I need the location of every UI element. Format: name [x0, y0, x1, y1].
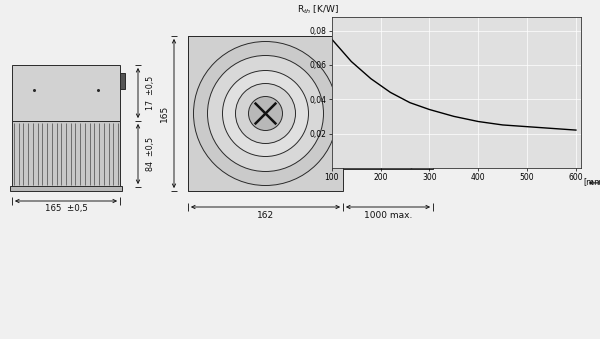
- Text: 84  ±0,5: 84 ±0,5: [146, 137, 155, 171]
- Bar: [381, 58, 433, 169]
- Bar: [12, 65, 120, 121]
- Text: R$_{th}$ [K/W]: R$_{th}$ [K/W]: [297, 4, 339, 16]
- Circle shape: [347, 111, 355, 118]
- Circle shape: [347, 68, 355, 76]
- Text: [mm]: [mm]: [583, 177, 600, 186]
- Text: 100: 100: [425, 30, 439, 39]
- Bar: [10, 186, 122, 191]
- Bar: [343, 58, 381, 169]
- Circle shape: [193, 41, 337, 185]
- Text: 1000 max.: 1000 max.: [364, 211, 412, 219]
- Bar: [12, 121, 120, 187]
- Bar: [120, 73, 125, 89]
- Text: 165  ±0,5: 165 ±0,5: [44, 203, 88, 213]
- Circle shape: [370, 68, 377, 76]
- Circle shape: [370, 111, 377, 118]
- Circle shape: [370, 152, 377, 159]
- Circle shape: [248, 97, 283, 131]
- Circle shape: [208, 56, 323, 172]
- Bar: [371, 27, 443, 42]
- Text: $\leq$ R$_z$10: $\leq$ R$_z$10: [337, 25, 369, 37]
- Text: 17  ±0,5: 17 ±0,5: [146, 76, 155, 110]
- Circle shape: [223, 71, 308, 157]
- Text: $\leq$ 0,1: $\leq$ 0,1: [394, 28, 419, 40]
- Text: 165: 165: [160, 105, 169, 122]
- Bar: [188, 36, 343, 191]
- Text: 162: 162: [257, 211, 274, 219]
- Circle shape: [235, 83, 296, 143]
- Circle shape: [347, 152, 355, 159]
